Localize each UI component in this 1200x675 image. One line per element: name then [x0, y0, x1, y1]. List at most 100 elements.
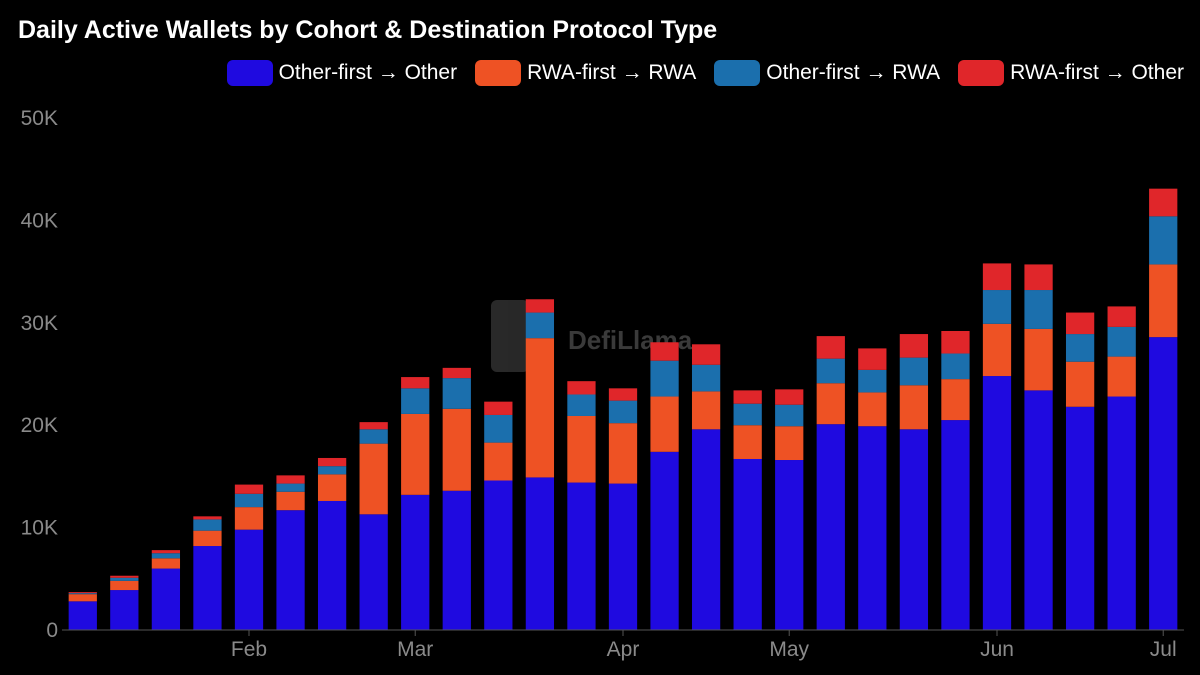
- bar-segment[interactable]: [691, 344, 721, 365]
- bar-stack[interactable]: [110, 575, 139, 630]
- bar-segment[interactable]: [525, 299, 555, 313]
- bar-stack[interactable]: [234, 484, 264, 630]
- bar-segment[interactable]: [1107, 306, 1136, 327]
- bar-segment[interactable]: [691, 429, 721, 630]
- bar-stack[interactable]: [442, 367, 471, 630]
- bar-segment[interactable]: [899, 357, 929, 386]
- bar-segment[interactable]: [899, 385, 929, 430]
- bar-segment[interactable]: [193, 519, 222, 531]
- bar-stack[interactable]: [68, 592, 97, 630]
- bar-segment[interactable]: [858, 392, 887, 427]
- bar-segment[interactable]: [484, 442, 513, 481]
- bar-stack[interactable]: [982, 263, 1012, 630]
- bar-segment[interactable]: [359, 514, 388, 630]
- bar-stack[interactable]: [567, 381, 596, 630]
- bar-segment[interactable]: [110, 590, 139, 630]
- bar-segment[interactable]: [1024, 290, 1053, 329]
- bar-stack[interactable]: [650, 342, 679, 630]
- bar-segment[interactable]: [276, 483, 305, 492]
- bar-segment[interactable]: [234, 484, 264, 494]
- bar-segment[interactable]: [401, 377, 430, 389]
- bar-segment[interactable]: [193, 516, 222, 520]
- bar-stack[interactable]: [193, 516, 222, 630]
- bar-segment[interactable]: [816, 424, 845, 630]
- bar-segment[interactable]: [567, 415, 596, 483]
- bar-segment[interactable]: [650, 396, 679, 452]
- bar-segment[interactable]: [608, 423, 638, 484]
- bar-stack[interactable]: [317, 457, 347, 630]
- bar-segment[interactable]: [110, 577, 139, 581]
- bar-stack[interactable]: [858, 348, 887, 630]
- bar-segment[interactable]: [1024, 390, 1053, 630]
- bar-segment[interactable]: [1024, 264, 1053, 291]
- bar-segment[interactable]: [276, 491, 305, 511]
- bar-segment[interactable]: [650, 451, 679, 630]
- bar-segment[interactable]: [1149, 188, 1178, 217]
- bar-segment[interactable]: [317, 466, 347, 475]
- bar-segment[interactable]: [858, 369, 887, 393]
- bar-segment[interactable]: [733, 390, 762, 404]
- bar-segment[interactable]: [608, 483, 638, 630]
- bar-segment[interactable]: [1149, 337, 1178, 630]
- bar-segment[interactable]: [816, 383, 845, 425]
- bar-segment[interactable]: [442, 367, 471, 379]
- bar-segment[interactable]: [567, 381, 596, 395]
- bar-segment[interactable]: [1065, 406, 1095, 630]
- bar-segment[interactable]: [401, 494, 430, 630]
- bar-segment[interactable]: [1065, 334, 1095, 362]
- bar-segment[interactable]: [317, 500, 347, 630]
- bar-stack[interactable]: [151, 550, 181, 630]
- bar-segment[interactable]: [733, 458, 762, 630]
- bar-segment[interactable]: [234, 507, 264, 530]
- bar-segment[interactable]: [484, 480, 513, 631]
- bar-stack[interactable]: [1024, 264, 1053, 630]
- bar-segment[interactable]: [484, 401, 513, 415]
- legend-item[interactable]: RWA-first → Other: [958, 60, 1184, 86]
- bar-segment[interactable]: [276, 510, 305, 630]
- bar-segment[interactable]: [359, 443, 388, 515]
- bar-segment[interactable]: [525, 338, 555, 478]
- bar-stack[interactable]: [899, 334, 929, 630]
- bar-segment[interactable]: [608, 400, 638, 424]
- bar-stack[interactable]: [733, 390, 762, 630]
- bar-segment[interactable]: [1107, 396, 1136, 630]
- bar-segment[interactable]: [691, 391, 721, 430]
- bar-segment[interactable]: [858, 348, 887, 370]
- bar-segment[interactable]: [1107, 326, 1136, 357]
- bar-segment[interactable]: [858, 426, 887, 630]
- bar-segment[interactable]: [941, 420, 970, 630]
- bar-stack[interactable]: [484, 401, 513, 631]
- bar-stack[interactable]: [1065, 312, 1095, 630]
- bar-segment[interactable]: [193, 530, 222, 547]
- bar-stack[interactable]: [608, 388, 638, 630]
- legend-item[interactable]: RWA-first → RWA: [475, 60, 696, 86]
- bar-segment[interactable]: [567, 482, 596, 630]
- bar-stack[interactable]: [941, 330, 970, 630]
- bar-segment[interactable]: [775, 389, 804, 405]
- bar-segment[interactable]: [193, 546, 222, 630]
- bar-segment[interactable]: [982, 376, 1012, 630]
- bar-segment[interactable]: [525, 312, 555, 339]
- bar-segment[interactable]: [816, 336, 845, 359]
- bar-segment[interactable]: [982, 323, 1012, 377]
- bar-stack[interactable]: [401, 377, 430, 630]
- bar-segment[interactable]: [941, 379, 970, 421]
- bar-segment[interactable]: [359, 422, 388, 430]
- bar-segment[interactable]: [1149, 216, 1178, 265]
- bar-segment[interactable]: [941, 353, 970, 380]
- bar-segment[interactable]: [276, 475, 305, 484]
- bar-segment[interactable]: [982, 290, 1012, 324]
- bar-stack[interactable]: [359, 422, 388, 630]
- bar-segment[interactable]: [68, 601, 97, 630]
- bar-segment[interactable]: [110, 575, 139, 578]
- bar-segment[interactable]: [442, 490, 471, 630]
- bar-segment[interactable]: [151, 568, 181, 630]
- bar-segment[interactable]: [899, 334, 929, 358]
- bar-segment[interactable]: [359, 429, 388, 444]
- bar-segment[interactable]: [401, 388, 430, 414]
- bar-stack[interactable]: [816, 336, 845, 630]
- bar-segment[interactable]: [1107, 356, 1136, 397]
- bar-segment[interactable]: [151, 553, 181, 559]
- bar-segment[interactable]: [899, 429, 929, 630]
- bar-segment[interactable]: [1065, 312, 1095, 335]
